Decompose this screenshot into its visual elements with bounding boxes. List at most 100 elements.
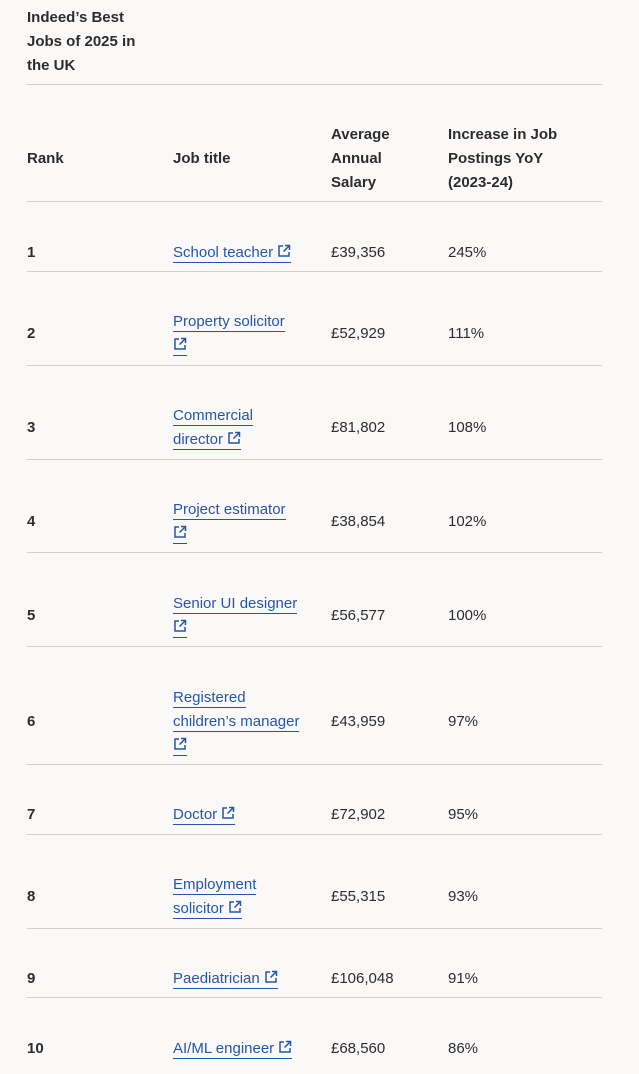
row-divider bbox=[27, 365, 602, 366]
job-title-line: Senior UI designer bbox=[173, 592, 298, 616]
row-divider bbox=[27, 552, 602, 553]
rank-cell: 10 bbox=[27, 1040, 44, 1057]
external-link-icon bbox=[222, 806, 235, 819]
external-link-icon bbox=[229, 900, 242, 913]
job-title-line: School teacher bbox=[173, 241, 292, 265]
job-title-link[interactable] bbox=[173, 737, 187, 756]
rank-cell: 7 bbox=[27, 806, 36, 823]
job-title-text: Employment bbox=[173, 876, 257, 893]
job-title-cell: Registered children’s manager bbox=[173, 686, 300, 758]
job-title-link[interactable]: children’s manager bbox=[173, 713, 300, 732]
salary-cell: £81,802 bbox=[331, 419, 386, 436]
external-link-icon bbox=[174, 525, 187, 538]
increase-cell: 86% bbox=[448, 1040, 479, 1057]
rank-cell: 4 bbox=[27, 513, 36, 530]
rank-cell: 5 bbox=[27, 607, 36, 624]
table-caption: Indeed’s Best Jobs of 2025 in the UK bbox=[27, 6, 157, 78]
job-title-link[interactable]: Doctor bbox=[173, 806, 236, 825]
job-title-cell: Senior UI designer bbox=[173, 592, 298, 640]
job-title-link[interactable]: Employment bbox=[173, 876, 257, 895]
job-title-line: Commercial bbox=[173, 404, 254, 428]
external-link-icon bbox=[279, 1040, 292, 1053]
job-title-line: Property solicitor bbox=[173, 310, 285, 334]
job-title-line: Paediatrician bbox=[173, 967, 278, 991]
job-title-link[interactable]: Project estimator bbox=[173, 501, 286, 520]
rank-cell: 2 bbox=[27, 325, 36, 342]
increase-cell: 108% bbox=[448, 419, 487, 436]
header-line: Annual bbox=[331, 150, 382, 167]
job-title-line: Project estimator bbox=[173, 498, 286, 522]
job-title-link[interactable]: Paediatrician bbox=[173, 970, 278, 989]
job-title-link[interactable]: Property solicitor bbox=[173, 313, 285, 332]
job-title-line: children’s manager bbox=[173, 710, 300, 734]
job-title-link[interactable]: Commercial bbox=[173, 407, 254, 426]
increase-cell: 245% bbox=[448, 244, 487, 261]
job-title-text: Paediatrician bbox=[173, 970, 260, 987]
job-title-link[interactable]: Registered bbox=[173, 689, 246, 708]
row-divider bbox=[27, 997, 602, 998]
job-title-link[interactable]: director bbox=[173, 431, 242, 450]
external-link-icon bbox=[174, 337, 187, 350]
job-title-line: Employment bbox=[173, 873, 257, 897]
job-title-link[interactable]: solicitor bbox=[173, 900, 242, 919]
external-link-icon bbox=[174, 619, 187, 632]
increase-cell: 97% bbox=[448, 713, 479, 730]
job-title-link[interactable] bbox=[173, 619, 187, 638]
job-title-line: director bbox=[173, 428, 253, 452]
row-divider bbox=[27, 928, 602, 929]
job-title-cell: Doctor bbox=[173, 803, 236, 827]
row-divider bbox=[27, 201, 602, 202]
external-link-icon bbox=[228, 431, 241, 444]
rank-cell: 6 bbox=[27, 713, 36, 730]
salary-cell: £43,959 bbox=[331, 713, 386, 730]
row-divider bbox=[27, 84, 602, 85]
rank-cell: 9 bbox=[27, 970, 36, 987]
job-title-line bbox=[173, 334, 285, 358]
salary-cell: £39,356 bbox=[331, 244, 386, 261]
increase-cell: 102% bbox=[448, 513, 487, 530]
row-divider bbox=[27, 271, 602, 272]
increase-cell: 111% bbox=[448, 325, 485, 342]
job-title-cell: School teacher bbox=[173, 241, 292, 265]
job-title-text: AI/ML engineer bbox=[173, 1040, 275, 1057]
salary-cell: £68,560 bbox=[331, 1040, 386, 1057]
row-divider bbox=[27, 834, 602, 835]
job-title-text: Senior UI designer bbox=[173, 595, 298, 612]
job-title-link[interactable]: AI/ML engineer bbox=[173, 1040, 293, 1059]
job-title-line: Registered bbox=[173, 686, 299, 710]
rank-cell: 1 bbox=[27, 244, 36, 261]
job-title-line: AI/ML engineer bbox=[173, 1037, 293, 1061]
job-title-text: Registered bbox=[173, 689, 246, 706]
column-header-increase: Increase in Job Postings YoY (2023-24) bbox=[448, 123, 557, 195]
row-divider bbox=[27, 646, 602, 647]
job-title-text: director bbox=[173, 431, 224, 448]
header-line: Average bbox=[331, 126, 390, 143]
salary-cell: £55,315 bbox=[331, 888, 386, 905]
external-link-icon bbox=[264, 970, 277, 983]
job-title-link[interactable] bbox=[173, 525, 187, 544]
header-line: Postings YoY bbox=[448, 150, 544, 167]
external-link-icon bbox=[278, 244, 291, 257]
external-link-icon bbox=[174, 737, 187, 750]
job-title-line bbox=[173, 616, 297, 640]
increase-cell: 93% bbox=[448, 888, 479, 905]
job-title-link[interactable]: Senior UI designer bbox=[173, 595, 298, 614]
salary-cell: £72,902 bbox=[331, 806, 386, 823]
caption-line: Jobs of 2025 in bbox=[27, 33, 136, 50]
job-title-text: Commercial bbox=[173, 407, 254, 424]
job-title-text: Project estimator bbox=[173, 501, 286, 518]
column-header-salary: Average Annual Salary bbox=[331, 123, 390, 195]
caption-line: the UK bbox=[27, 57, 76, 74]
column-header-rank: Rank bbox=[27, 150, 64, 167]
row-divider bbox=[27, 764, 602, 765]
job-title-line: solicitor bbox=[173, 897, 256, 921]
row-divider bbox=[27, 459, 602, 460]
rank-cell: 3 bbox=[27, 419, 36, 436]
salary-cell: £56,577 bbox=[331, 607, 386, 624]
job-title-link[interactable]: School teacher bbox=[173, 244, 292, 263]
job-title-cell: Commercial director bbox=[173, 404, 254, 452]
salary-cell: £52,929 bbox=[331, 325, 386, 342]
increase-cell: 100% bbox=[448, 607, 487, 624]
job-title-text: Doctor bbox=[173, 806, 218, 823]
job-title-link[interactable] bbox=[173, 337, 187, 356]
